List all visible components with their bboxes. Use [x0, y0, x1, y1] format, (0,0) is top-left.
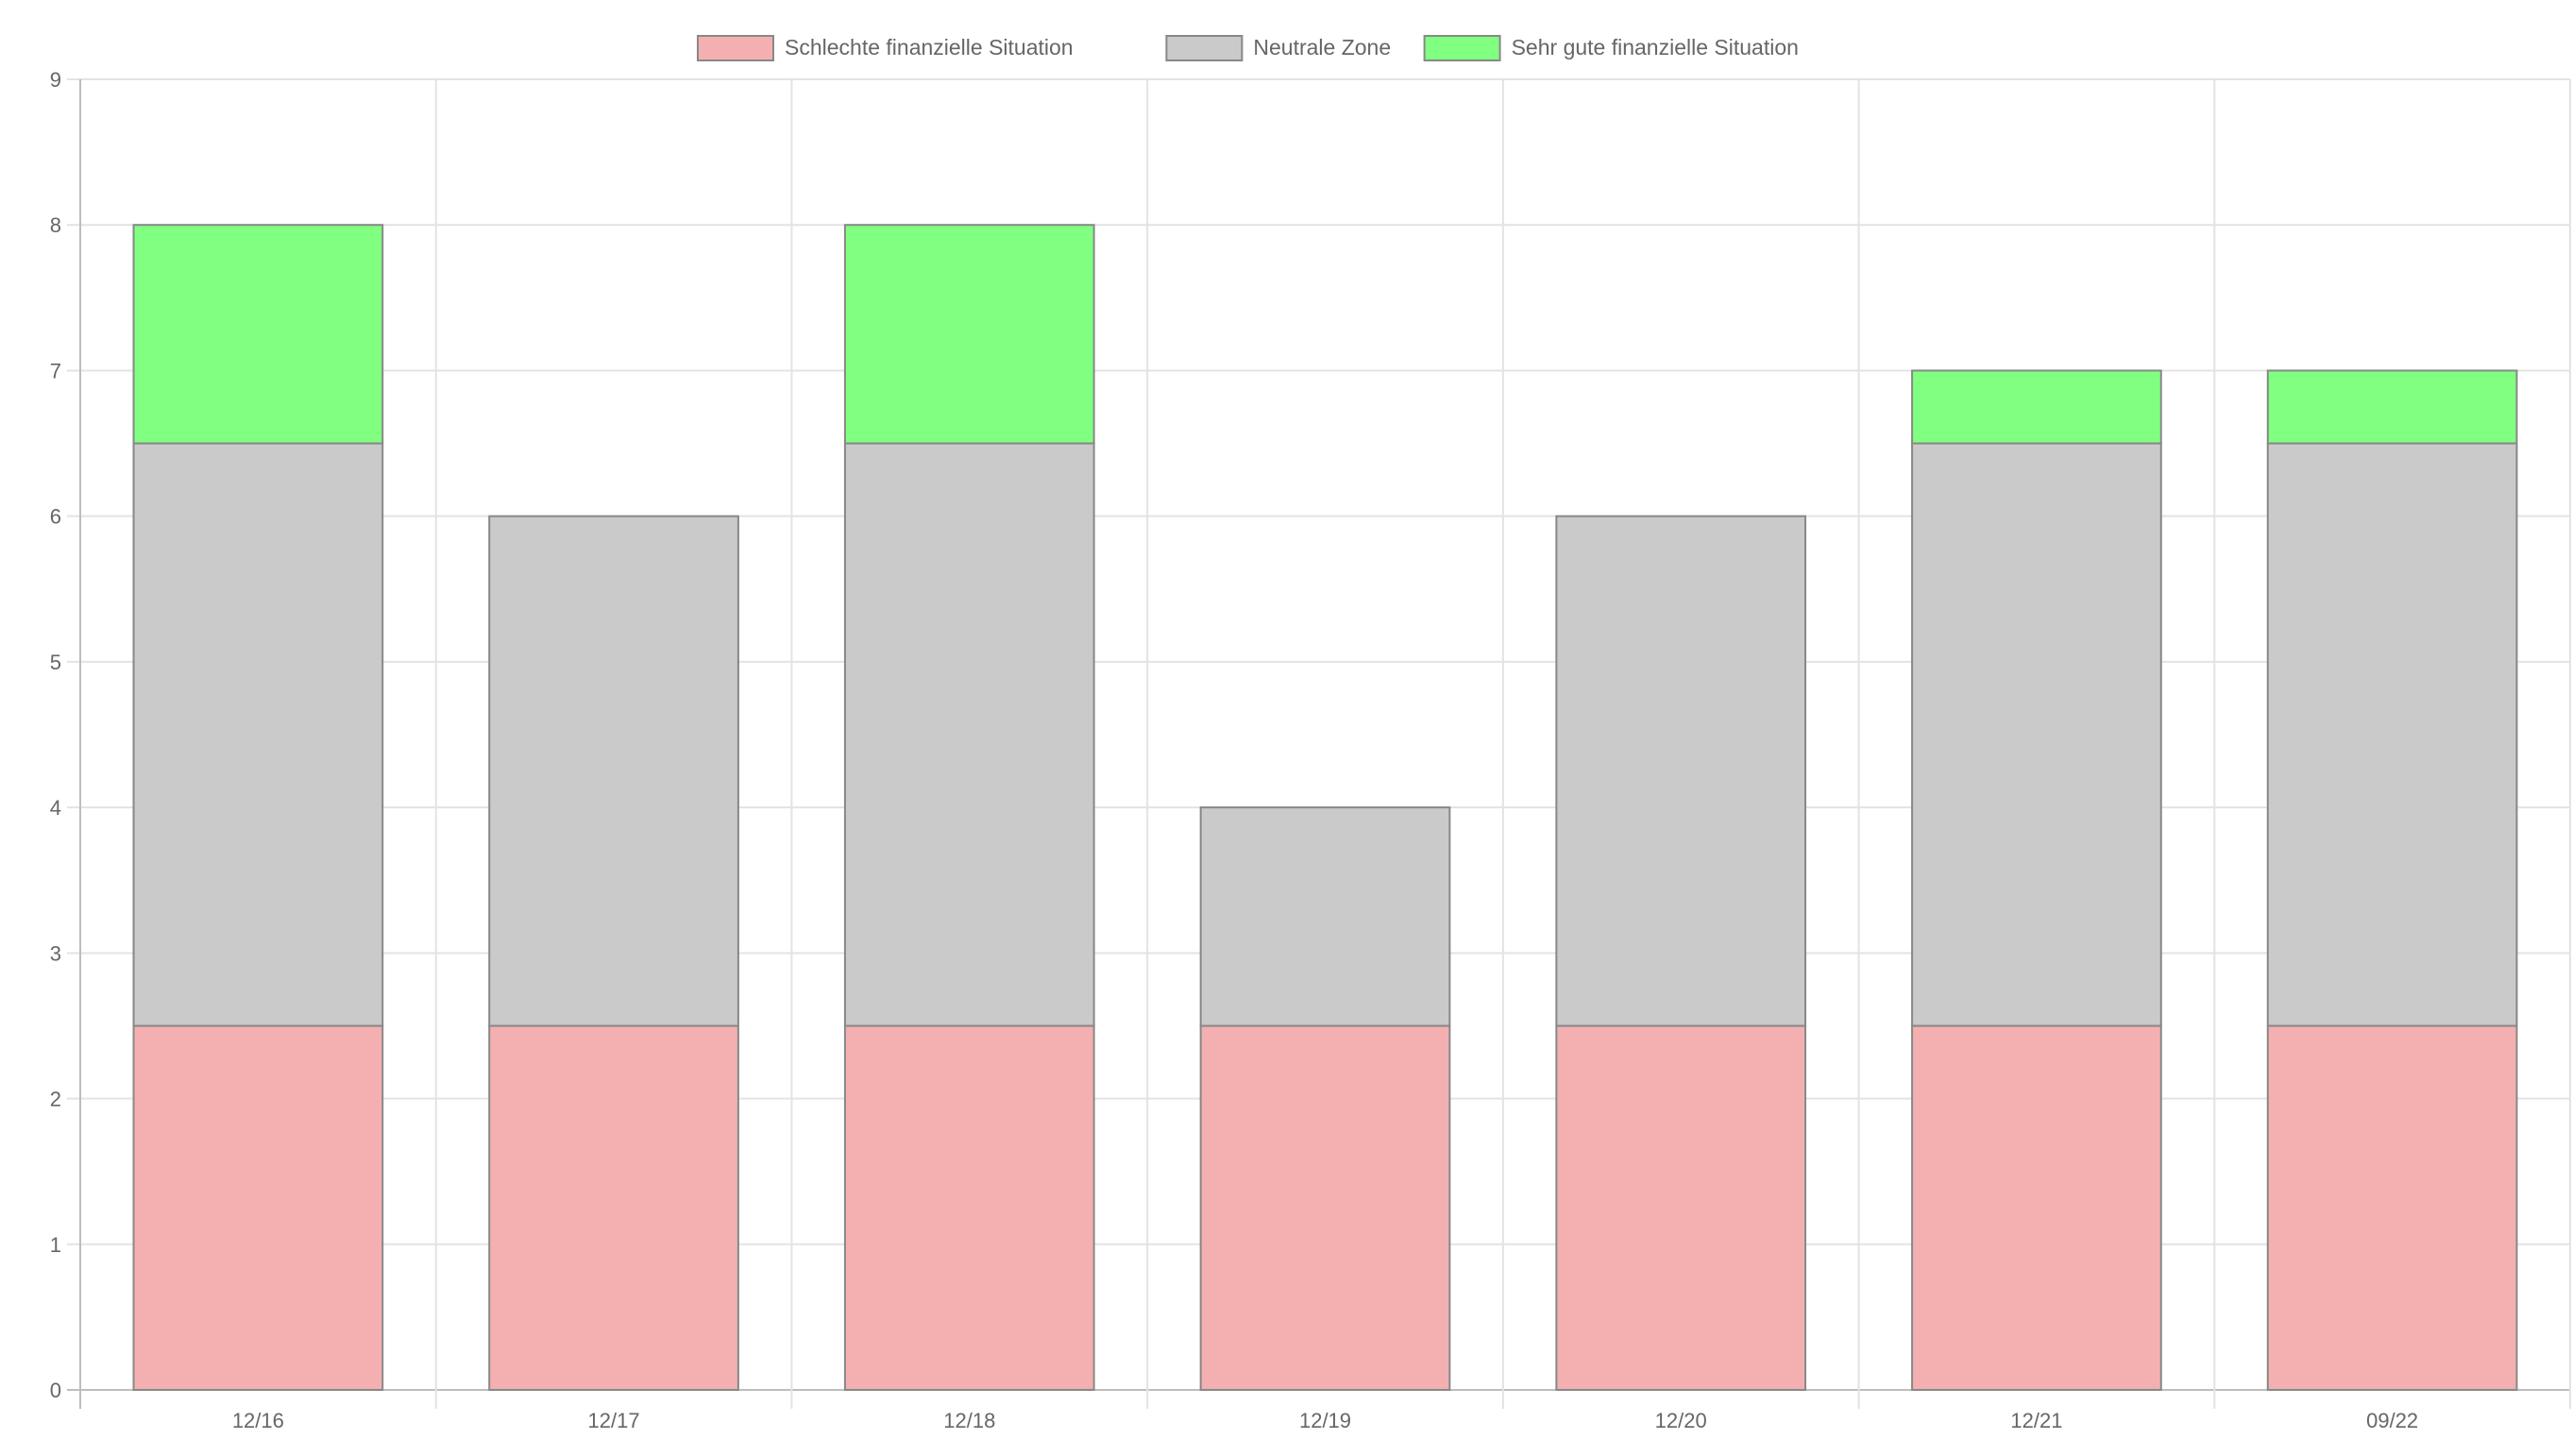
y-tick-label: 7 — [50, 359, 61, 382]
bar-segment[interactable] — [488, 1024, 739, 1391]
bar-segment[interactable] — [843, 1024, 1095, 1391]
bar-segment[interactable] — [1555, 1024, 1807, 1391]
y-tick-label: 6 — [50, 505, 61, 529]
bar-segment[interactable] — [132, 442, 384, 1027]
y-tick-label: 4 — [50, 796, 61, 820]
legend: Schlechte finanzielle Situation Neutrale … — [697, 35, 1799, 61]
axes: 0 1 2 3 4 5 6 7 8 9 12/16 12/17 12/18 12/19 12/20 12/21… — [50, 68, 2418, 1432]
bar-segment[interactable] — [843, 442, 1095, 1027]
bar-segment[interactable] — [488, 515, 739, 1027]
y-tick-label: 9 — [50, 68, 61, 92]
bar-segment[interactable] — [132, 224, 384, 445]
legend-swatch[interactable] — [1165, 35, 1244, 61]
x-tick-label: 12/20 — [1655, 1409, 1707, 1432]
x-tick-label: 12/17 — [588, 1409, 640, 1432]
bar-segment[interactable] — [1555, 515, 1807, 1027]
y-tick-label: 3 — [50, 941, 61, 965]
x-tick-label: 12/19 — [1299, 1409, 1351, 1432]
bar-segment[interactable] — [2266, 442, 2518, 1027]
y-tick-label: 5 — [50, 651, 61, 674]
bar-segment[interactable] — [2266, 369, 2518, 445]
legend-label[interactable]: Sehr gute finanzielle Situation — [1512, 35, 1799, 59]
x-tick-label: 12/16 — [232, 1409, 284, 1432]
legend-label[interactable]: Schlechte finanzielle Situation — [785, 35, 1074, 59]
bar-segment[interactable] — [1911, 1024, 2162, 1391]
bar-segment[interactable] — [132, 1024, 384, 1391]
bar-segment[interactable] — [1911, 442, 2162, 1027]
y-tick-label: 0 — [50, 1379, 61, 1402]
bar-segment[interactable] — [1199, 806, 1451, 1027]
y-tick-label: 2 — [50, 1088, 61, 1111]
legend-swatch[interactable] — [697, 35, 774, 61]
x-tick-label: 12/21 — [2010, 1409, 2062, 1432]
bar-segment[interactable] — [1911, 369, 2162, 445]
bar-segment[interactable] — [2266, 1024, 2518, 1391]
legend-label[interactable]: Neutrale Zone — [1253, 35, 1391, 59]
x-tick-label: 09/22 — [2366, 1409, 2418, 1432]
y-tick-label: 8 — [50, 213, 61, 237]
legend-swatch[interactable] — [1423, 35, 1501, 61]
bars — [132, 224, 2518, 1391]
bar-segment[interactable] — [1199, 1024, 1451, 1391]
bar-segment[interactable] — [843, 224, 1095, 445]
x-tick-label: 12/18 — [943, 1409, 995, 1432]
y-tick-label: 1 — [50, 1233, 61, 1257]
